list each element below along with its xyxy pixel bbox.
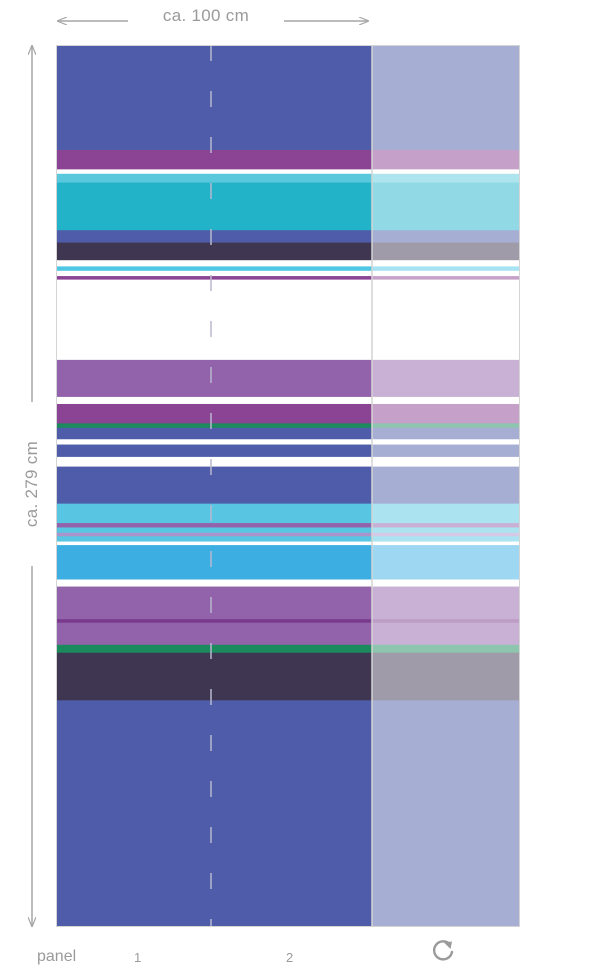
stripe-2	[56, 149, 372, 170]
stripe-18	[56, 439, 372, 445]
stripe-6	[56, 230, 372, 243]
stripe-29	[56, 579, 372, 587]
panel-number-2: 2	[286, 950, 294, 965]
stripe-27	[56, 541, 372, 546]
stripe-13	[56, 359, 372, 398]
stripe-34	[56, 652, 372, 701]
stripe-9	[56, 266, 372, 272]
stripe-26	[56, 536, 372, 542]
stripe-28	[56, 545, 372, 580]
stripe-31	[56, 619, 372, 624]
stripe-30	[56, 586, 372, 620]
stripe-10	[56, 270, 372, 277]
panel-number-1: 1	[134, 950, 142, 965]
stripe-21	[56, 466, 372, 505]
preview-fade	[372, 45, 520, 927]
rotate-icon[interactable]	[431, 938, 455, 962]
stripe-8	[56, 260, 372, 267]
stripe-35	[56, 700, 372, 927]
stripe-16	[56, 423, 372, 429]
stripe-23	[56, 523, 372, 528]
stripe-11	[56, 276, 372, 281]
stripe-19	[56, 444, 372, 458]
stripe-32	[56, 622, 372, 646]
panel-label: panel	[37, 948, 77, 965]
panel-stripes	[56, 45, 372, 927]
panel-outline	[56, 45, 520, 927]
height-label: ca. 279 cm	[22, 440, 41, 528]
stripe-20	[56, 456, 372, 467]
stripe-25	[56, 532, 372, 537]
stripe-22	[56, 503, 372, 524]
stripe-15	[56, 403, 372, 424]
stripe-3	[56, 169, 372, 175]
stripe-24	[56, 527, 372, 534]
stripe-7	[56, 242, 372, 261]
stripe-17	[56, 427, 372, 440]
stripe-1	[56, 45, 372, 151]
stripe-5	[56, 182, 372, 231]
stripe-4	[56, 173, 372, 183]
width-label: ca. 100 cm	[162, 6, 250, 25]
stripe-14	[56, 396, 372, 405]
stripe-12	[56, 279, 372, 361]
stripe-33	[56, 644, 372, 654]
wallpaper-panels	[56, 45, 520, 927]
